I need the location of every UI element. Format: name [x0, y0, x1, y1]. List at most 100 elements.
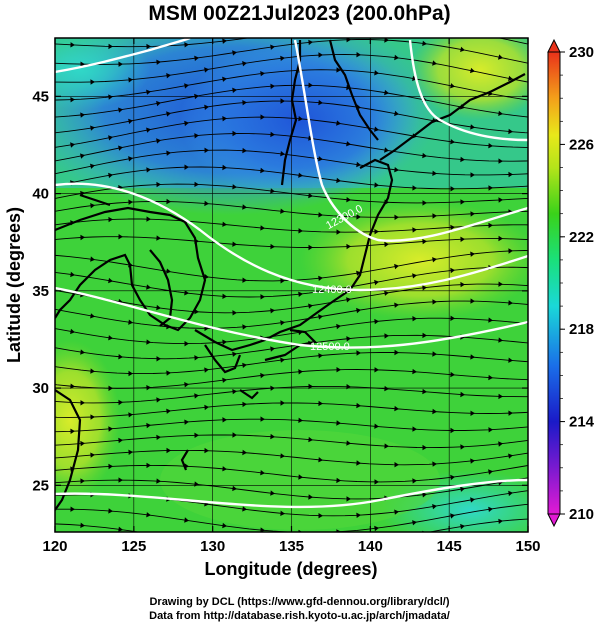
- streamline-arrow: [470, 67, 475, 74]
- streamline-arrow: [90, 203, 95, 209]
- streamline-arrow: [260, 167, 265, 174]
- streamline-arrow: [384, 385, 389, 392]
- streamline-arrow: [318, 156, 323, 162]
- streamline-arrow: [80, 61, 85, 67]
- streamline-arrow: [356, 402, 361, 409]
- streamline-arrow: [346, 141, 351, 147]
- streamline-arrow: [432, 299, 437, 305]
- streamline-arrow: [166, 111, 171, 117]
- streamline-arrow: [508, 453, 513, 459]
- streamline-arrow: [394, 462, 399, 468]
- y-tick-label: 40: [32, 186, 49, 203]
- streamline: [55, 369, 528, 389]
- streamline-arrow: [280, 208, 285, 214]
- streamline: [55, 503, 528, 532]
- streamline-arrow: [204, 200, 209, 207]
- streamline-arrow: [184, 290, 189, 296]
- streamline-arrow: [108, 335, 113, 341]
- streamline-arrow: [270, 433, 275, 440]
- streamline: [55, 402, 528, 418]
- streamline-arrow: [346, 384, 351, 390]
- streamline-arrow: [146, 284, 151, 290]
- streamline-arrow: [412, 478, 417, 484]
- streamline-arrow: [460, 236, 465, 242]
- streamline: [55, 283, 528, 314]
- streamline-arrow: [156, 532, 161, 537]
- streamline-arrow: [70, 328, 75, 335]
- streamline-arrow: [498, 337, 503, 343]
- streamline-arrow: [128, 319, 133, 325]
- streamline-arrow: [222, 221, 227, 227]
- streamline-arrow: [308, 244, 313, 251]
- streamline-arrow: [70, 383, 75, 389]
- streamline-arrow: [260, 294, 265, 300]
- streamline-arrow: [118, 399, 123, 406]
- streamline-arrow: [194, 93, 199, 100]
- streamline-arrow: [146, 167, 151, 173]
- streamline-arrow: [156, 235, 161, 241]
- streamline-arrow: [184, 419, 189, 425]
- y-axis-label: Latitude (degrees): [4, 207, 24, 363]
- streamline-arrow: [156, 59, 161, 65]
- streamline-arrow: [432, 408, 437, 415]
- streamline-arrow: [222, 417, 227, 423]
- streamline: [55, 352, 528, 375]
- streamline-arrow: [470, 251, 475, 257]
- streamline-arrow: [232, 432, 237, 438]
- colorbar-tick-label: 218: [569, 321, 594, 338]
- streamline-arrow: [384, 290, 389, 296]
- streamline: [55, 300, 528, 329]
- streamline-arrow: [308, 494, 313, 500]
- streamline-arrow: [194, 309, 199, 315]
- streamline-arrow: [412, 520, 417, 526]
- streamline-arrow: [260, 372, 265, 379]
- streamline-arrow: [70, 142, 75, 148]
- streamline-arrow: [118, 61, 123, 67]
- streamline-arrow: [508, 75, 513, 81]
- streamline-arrow: [280, 510, 285, 516]
- streamline: [55, 38, 528, 48]
- streamline-arrow: [108, 94, 113, 100]
- streamline-arrow: [374, 70, 379, 76]
- streamline-arrow: [318, 353, 323, 359]
- x-tick-label: 145: [437, 538, 462, 555]
- streamline-arrow: [470, 458, 475, 464]
- streamline-arrow: [498, 54, 503, 60]
- streamline-arrow: [70, 506, 75, 512]
- streamline-arrow: [422, 40, 427, 46]
- streamline-arrow: [80, 349, 85, 355]
- streamline-arrow: [70, 42, 75, 48]
- colorbar: 210 214 218 222 226 230: [547, 38, 595, 528]
- streamline: [55, 218, 528, 233]
- streamline-arrow: [166, 198, 171, 205]
- streamline-arrow: [298, 474, 303, 480]
- streamline-arrow: [90, 125, 95, 131]
- streamline-arrow: [318, 314, 323, 320]
- streamline-arrow: [118, 437, 123, 444]
- streamline-arrow: [280, 55, 285, 61]
- streamline-arrow: [260, 527, 265, 532]
- streamline-arrow: [450, 315, 455, 321]
- streamline-arrow: [374, 229, 379, 235]
- streamline-arrow: [232, 87, 237, 93]
- streamline-arrow: [204, 147, 209, 153]
- streamline-arrow: [222, 38, 227, 44]
- streamline-arrow: [384, 89, 389, 96]
- streamline-arrow: [412, 227, 417, 233]
- colorbar-tick-label: 230: [569, 44, 594, 61]
- streamline-arrow: [308, 546, 313, 551]
- streamline-arrow: [470, 298, 475, 304]
- streamline-arrow: [70, 97, 75, 103]
- streamline: [55, 449, 528, 466]
- streamline-arrow: [432, 504, 437, 510]
- contour-label-12400: 12400.0: [312, 284, 352, 296]
- streamline-arrow: [336, 323, 341, 330]
- streamline-arrow: [222, 293, 227, 299]
- streamline: [55, 434, 528, 449]
- streamline-arrow: [242, 100, 247, 106]
- streamline-arrow: [308, 135, 313, 141]
- streamline-arrow: [128, 199, 133, 205]
- streamline-arrow: [270, 131, 275, 138]
- streamline-arrow: [450, 186, 455, 192]
- streamline-arrow: [356, 270, 361, 276]
